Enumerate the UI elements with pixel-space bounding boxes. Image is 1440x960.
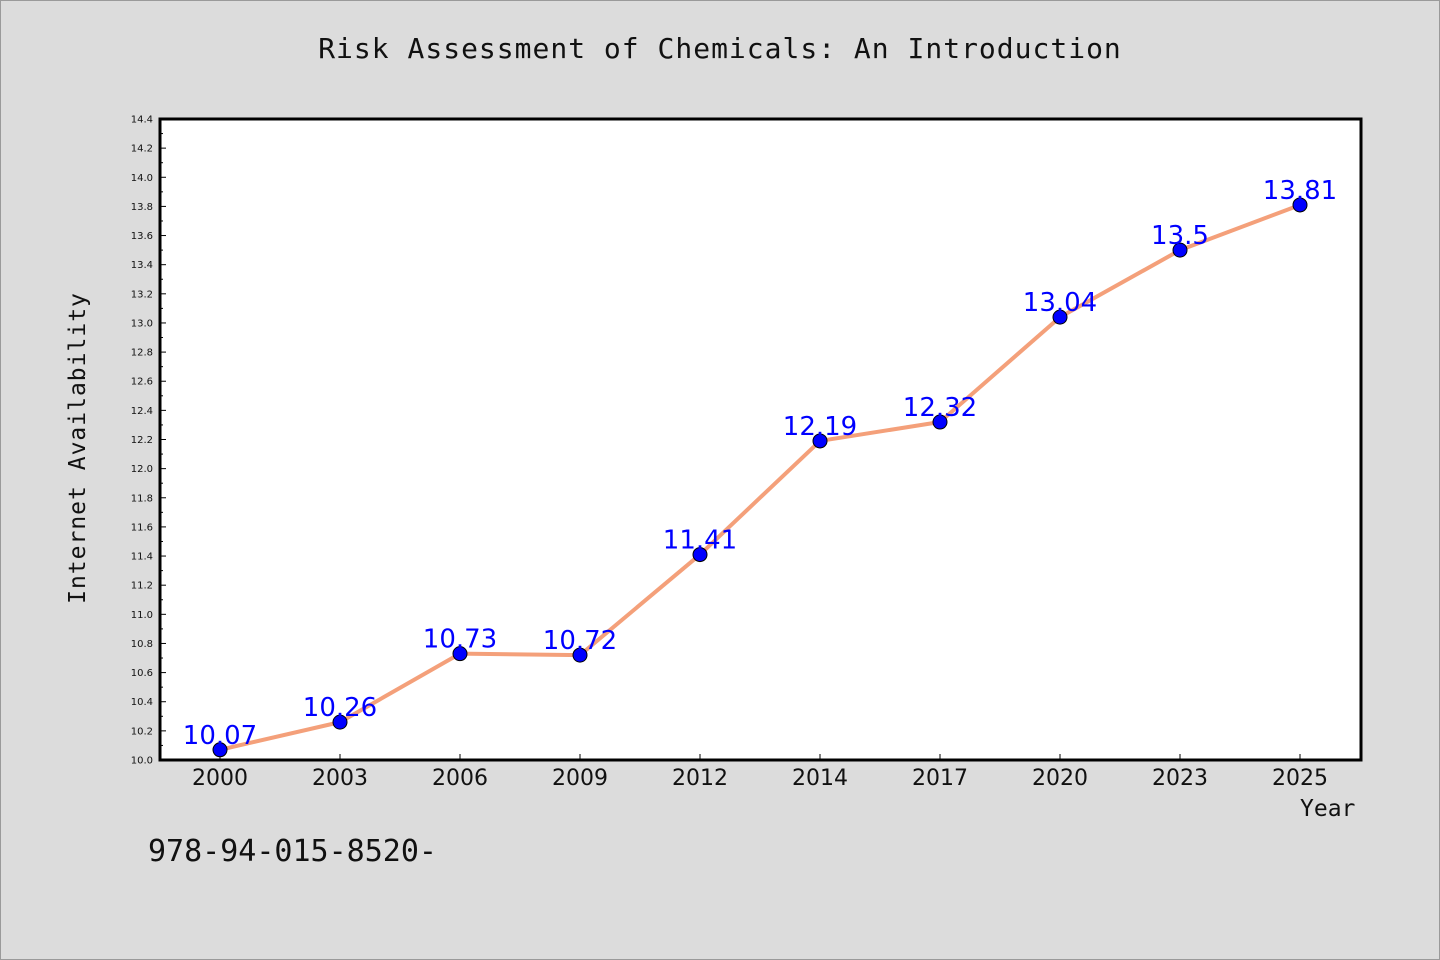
data-label: 10.73 xyxy=(423,625,497,655)
x-tick-label: 2023 xyxy=(1152,766,1208,791)
y-tick-label: 11.2 xyxy=(131,581,153,592)
data-point xyxy=(812,433,828,449)
data-label: 12.19 xyxy=(783,412,857,442)
y-tick-label: 14.0 xyxy=(131,173,153,184)
data-point xyxy=(452,646,468,662)
data-point xyxy=(1172,242,1188,258)
footnote-text: 978-94-015-8520- xyxy=(148,834,437,869)
x-tick-label: 2025 xyxy=(1272,766,1328,791)
y-tick-label: 13.0 xyxy=(131,318,153,329)
y-tick-label: 11.8 xyxy=(131,493,153,504)
data-label: 13.5 xyxy=(1151,221,1209,251)
x-tick-label: 2006 xyxy=(432,766,488,791)
y-axis: 10.0 10.2 10.4 10.6 10.8 11.0 11.2 11.4 11.6 11.8… xyxy=(131,115,166,767)
data-label: 12.32 xyxy=(903,393,977,423)
data-point xyxy=(692,547,708,563)
data-label: 10.26 xyxy=(303,693,377,723)
data-label: 10.07 xyxy=(183,721,257,751)
y-tick-label: 11.6 xyxy=(131,522,153,533)
y-tick-label: 13.2 xyxy=(131,289,153,300)
data-point xyxy=(1052,309,1068,325)
y-tick-label: 10.0 xyxy=(131,756,153,767)
y-tick-label: 10.2 xyxy=(131,726,153,737)
data-point xyxy=(1292,197,1308,213)
x-tick-label: 2012 xyxy=(672,766,728,791)
x-tick-label: 2003 xyxy=(312,766,368,791)
data-series: 10.07 10.26 10.73 10.72 11.41 12.19 12.32 13.04… xyxy=(183,176,1337,758)
y-tick-label: 11.0 xyxy=(131,610,153,621)
y-axis-label: Internet Availability xyxy=(65,292,91,604)
data-label: 10.72 xyxy=(543,626,617,656)
y-tick-label: 12.4 xyxy=(131,406,153,417)
x-tick-label: 2014 xyxy=(792,766,848,791)
x-axis: 2000 2003 2006 2009 2012 2014 2017 2020 2023 2025 xyxy=(192,754,1328,791)
x-tick-label: 2020 xyxy=(1032,766,1088,791)
data-point xyxy=(932,414,948,430)
y-tick-label: 10.8 xyxy=(131,639,153,650)
y-tick-label: 13.6 xyxy=(131,231,153,242)
y-tick-label: 12.2 xyxy=(131,435,153,446)
y-tick-label: 10.4 xyxy=(131,697,153,708)
y-tick-label: 13.8 xyxy=(131,202,153,213)
x-axis-label: Year xyxy=(1300,796,1356,822)
data-label: 11.41 xyxy=(663,526,737,556)
data-point xyxy=(332,714,348,730)
y-tick-label: 13.4 xyxy=(131,260,153,271)
data-point xyxy=(212,742,228,758)
y-tick-label: 14.4 xyxy=(131,115,153,126)
x-tick-label: 2000 xyxy=(192,766,248,791)
chart-title: Risk Assessment of Chemicals: An Introdu… xyxy=(318,32,1122,65)
plot-area xyxy=(158,117,1363,762)
x-tick-label: 2009 xyxy=(552,766,608,791)
y-tick-label: 12.6 xyxy=(131,377,153,388)
y-tick-label: 10.6 xyxy=(131,668,153,679)
y-tick-label: 12.8 xyxy=(131,348,153,359)
data-label: 13.04 xyxy=(1023,288,1097,318)
y-tick-label: 11.4 xyxy=(131,552,153,563)
y-tick-label: 14.2 xyxy=(131,144,153,155)
data-label: 13.81 xyxy=(1263,176,1337,206)
series-line xyxy=(219,203,1301,752)
y-tick-label: 12.0 xyxy=(131,464,153,475)
data-point xyxy=(572,647,588,663)
x-tick-label: 2017 xyxy=(912,766,968,791)
